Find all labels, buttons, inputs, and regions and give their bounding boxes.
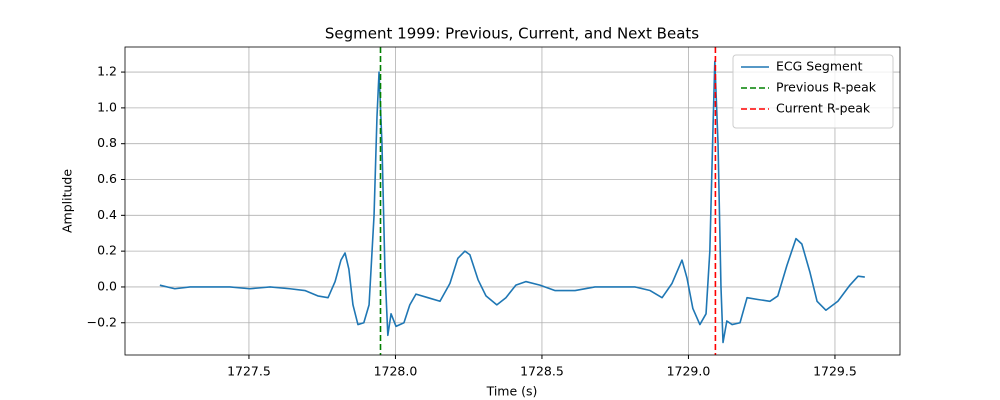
y-tick-label: 0.4 [97,207,117,222]
x-tick-label: 1728.5 [520,364,564,379]
x-tick-label: 1728.0 [374,364,418,379]
y-axis-label: Amplitude [60,169,75,233]
y-tick-label: 0.6 [97,171,117,186]
legend-label: Current R-peak [776,101,871,116]
x-tick-label: 1729.5 [813,364,857,379]
y-tick-label: 1.2 [97,64,117,79]
legend-label: Previous R-peak [776,80,877,95]
x-tick-label: 1729.0 [667,364,711,379]
y-tick-label: 0.8 [97,135,117,150]
y-tick-label: 0.2 [97,243,117,258]
legend-box [732,54,894,129]
y-tick-label: 1.0 [97,99,117,114]
plot-frame [124,46,901,356]
legend-label: ECG Segment [776,59,863,74]
ecg-line [159,60,865,344]
chart-title: Segment 1999: Previous, Current, and Nex… [325,25,699,43]
y-tick-label: 0.0 [97,278,117,293]
y-tick-label: −0.2 [87,314,117,329]
x-axis-label: Time (s) [486,384,538,399]
x-tick-label: 1727.5 [227,364,271,379]
legend: ECG Segment Previous R-peak Current R-peak [732,54,894,129]
